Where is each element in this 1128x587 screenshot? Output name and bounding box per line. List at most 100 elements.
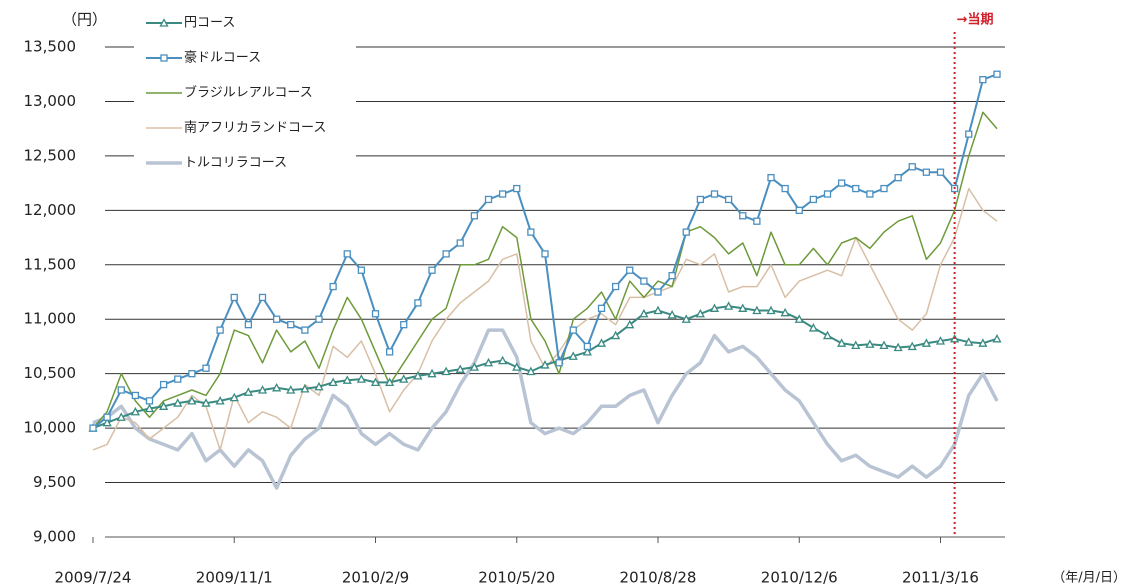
marker [470,212,479,220]
marker [216,326,224,334]
marker [258,293,267,302]
marker [202,364,210,372]
marker [696,195,705,204]
y-tick-label: 9,500 [33,473,76,491]
marker [201,398,211,407]
x-tick-label: 2010/12/6 [761,569,838,587]
marker [413,370,423,380]
marker [907,341,917,351]
marker [469,362,479,371]
marker [102,417,112,427]
marker [667,309,677,319]
marker [767,174,775,182]
marker [979,76,987,84]
marker [880,184,888,193]
marker [314,381,324,391]
legend-label: 円コース [184,16,235,31]
marker [116,412,126,421]
marker [173,398,183,407]
marker [823,190,832,198]
marker [695,308,705,318]
marker [315,315,323,323]
marker [187,396,197,405]
marker [540,360,550,369]
marker [512,362,522,371]
marker [626,266,634,274]
marker [342,375,352,384]
y-tick-label: 11,500 [24,255,77,273]
marker [709,303,720,312]
marker [455,364,465,373]
marker [681,314,691,323]
marker [851,340,861,350]
marker [498,355,508,365]
marker [752,305,762,315]
legend-label: 豪ドルコース [184,50,261,66]
marker [357,266,366,274]
marker [356,374,366,383]
marker [582,347,592,356]
marker [992,333,1002,343]
marker [724,301,734,310]
marker [865,339,875,348]
marker [866,190,874,198]
marker [653,305,663,315]
marker [668,272,676,280]
marker [456,239,464,247]
marker [414,299,422,307]
marker [583,342,592,351]
legend-label: トルコリラコース [184,156,287,171]
marker [272,315,281,323]
y-tick-label: 10,500 [24,364,77,382]
marker [385,377,395,387]
marker [243,387,253,396]
annotation: →当期 [957,12,994,28]
legend-box [134,8,356,180]
x-tick-label: 2010/5/20 [478,569,555,587]
marker [160,54,168,62]
marker [103,413,111,421]
marker [130,406,140,416]
marker [639,308,649,318]
marker [794,314,804,323]
marker [427,368,437,378]
y-tick-label: 12,000 [24,201,77,219]
marker [965,130,973,138]
marker [370,377,381,387]
marker [188,370,196,378]
marker [329,282,337,291]
marker [625,319,635,329]
marker [894,174,902,182]
marker [808,323,818,332]
x-tick-label: 2011/3/16 [902,569,979,587]
marker [640,277,648,285]
marker [399,374,409,383]
marker [442,250,450,258]
series-line [92,328,999,490]
marker [766,305,776,315]
x-tick-label: 2010/8/28 [620,569,697,587]
marker [993,70,1001,78]
marker [795,206,803,214]
y-tick-label: 13,000 [24,92,77,110]
marker [724,195,733,204]
marker [159,18,169,27]
marker [300,384,310,393]
marker [822,330,833,340]
marker [654,288,662,296]
marker [343,250,351,258]
marker [89,424,97,432]
marker [611,330,621,340]
marker [879,340,889,350]
marker [215,396,225,405]
x-unit-label: （年/月/日） [1052,571,1126,586]
marker [753,217,761,225]
marker [484,195,493,204]
marker [301,326,309,334]
marker [935,336,946,345]
marker [781,184,789,193]
marker [837,338,847,347]
marker [287,321,295,329]
marker [541,250,549,258]
